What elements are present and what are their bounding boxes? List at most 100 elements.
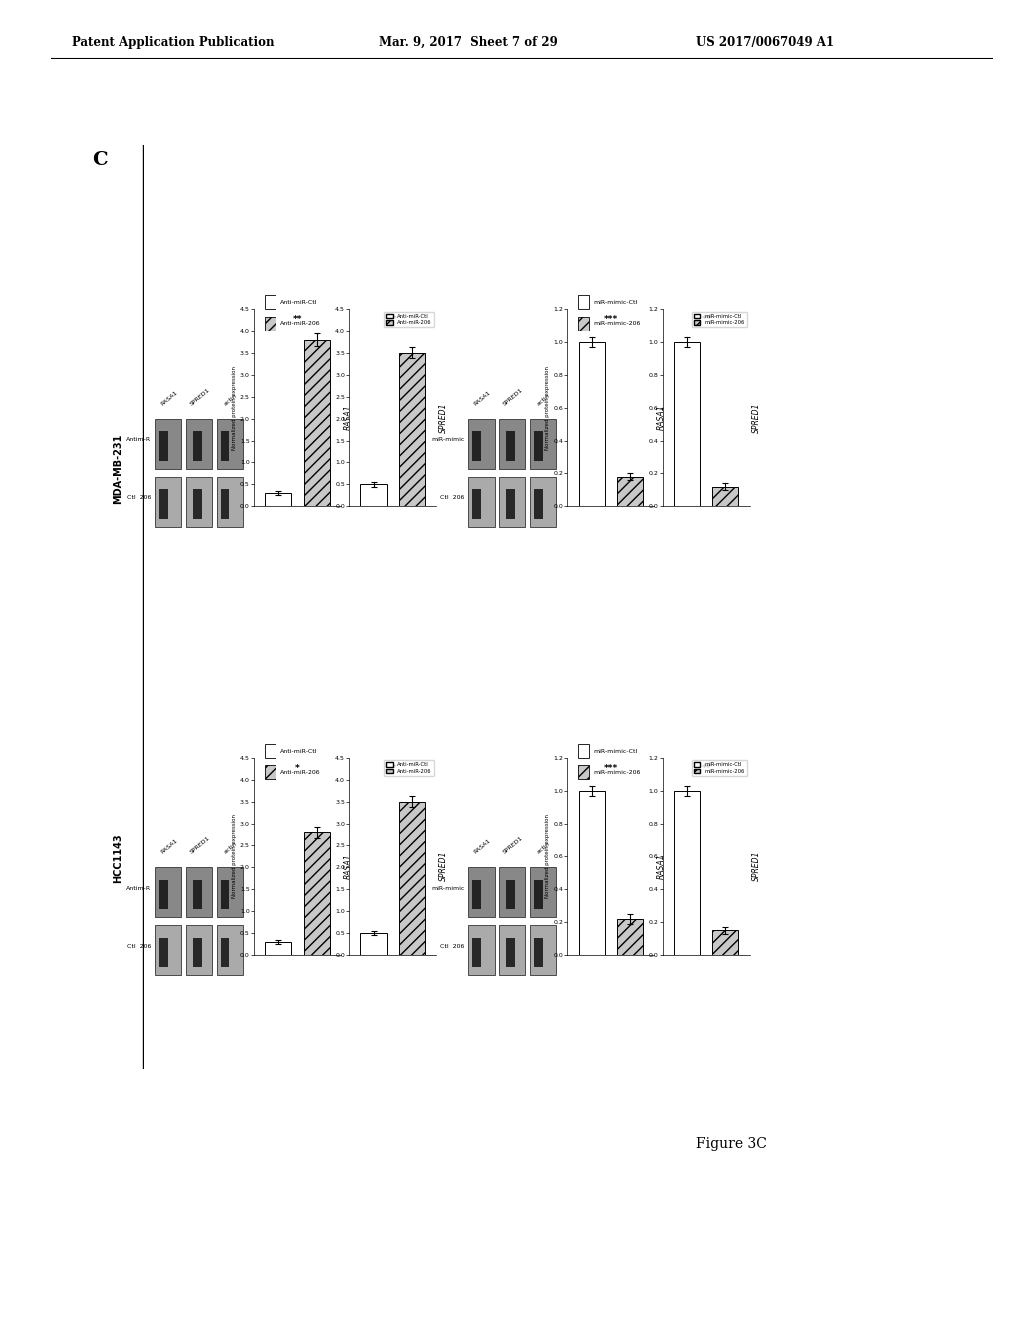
Text: RASA1: RASA1 bbox=[656, 854, 666, 879]
Text: RASA1: RASA1 bbox=[473, 838, 492, 855]
Y-axis label: Normalized protein expression: Normalized protein expression bbox=[232, 814, 238, 899]
Bar bbox=[530, 477, 556, 527]
Text: SPRED1: SPRED1 bbox=[752, 851, 761, 882]
Bar bbox=[712, 931, 738, 956]
Bar bbox=[193, 490, 202, 519]
Text: Ctl  206: Ctl 206 bbox=[440, 495, 465, 500]
Bar bbox=[220, 880, 229, 909]
Bar bbox=[579, 342, 605, 507]
Bar bbox=[398, 801, 425, 956]
Text: RASA1: RASA1 bbox=[160, 389, 178, 407]
Bar bbox=[186, 867, 212, 917]
Bar bbox=[500, 867, 525, 917]
Bar bbox=[472, 432, 481, 461]
Text: miR-mimic-Ctl: miR-mimic-Ctl bbox=[593, 300, 637, 305]
Bar bbox=[217, 925, 243, 975]
Text: **: ** bbox=[701, 314, 711, 323]
Bar bbox=[674, 791, 700, 956]
Text: SPRED1: SPRED1 bbox=[502, 836, 524, 855]
Bar bbox=[265, 317, 275, 330]
Bar bbox=[159, 490, 168, 519]
Text: **: ** bbox=[388, 314, 397, 323]
Bar bbox=[469, 418, 495, 469]
Text: **: ** bbox=[701, 763, 711, 772]
Bar bbox=[616, 919, 643, 956]
Bar bbox=[265, 942, 292, 956]
Bar bbox=[530, 925, 556, 975]
Bar bbox=[534, 939, 543, 968]
Text: Patent Application Publication: Patent Application Publication bbox=[72, 36, 274, 49]
Bar bbox=[579, 766, 589, 779]
Bar bbox=[472, 939, 481, 968]
Text: SPRED1: SPRED1 bbox=[438, 851, 447, 882]
Text: US 2017/0067049 A1: US 2017/0067049 A1 bbox=[696, 36, 835, 49]
Text: SPRED1: SPRED1 bbox=[188, 387, 211, 407]
Text: miR-mimic-Ctl: miR-mimic-Ctl bbox=[593, 748, 637, 754]
Text: **: ** bbox=[293, 314, 302, 323]
Bar bbox=[220, 939, 229, 968]
Text: Anti-miR-Ctl: Anti-miR-Ctl bbox=[280, 748, 317, 754]
Text: SPRED1: SPRED1 bbox=[188, 836, 211, 855]
Bar bbox=[265, 744, 275, 758]
Bar bbox=[530, 867, 556, 917]
Y-axis label: Normalized protein expression: Normalized protein expression bbox=[546, 814, 551, 899]
Bar bbox=[712, 487, 738, 507]
Text: Mar. 9, 2017  Sheet 7 of 29: Mar. 9, 2017 Sheet 7 of 29 bbox=[379, 36, 558, 49]
Bar bbox=[303, 833, 330, 956]
Bar bbox=[500, 477, 525, 527]
Bar bbox=[217, 477, 243, 527]
Bar bbox=[265, 766, 275, 779]
Bar bbox=[506, 880, 515, 909]
Text: **: ** bbox=[388, 763, 397, 772]
Bar bbox=[469, 477, 495, 527]
Text: RASA1: RASA1 bbox=[343, 405, 352, 430]
Text: actin: actin bbox=[537, 392, 551, 407]
Text: miR-mimic: miR-mimic bbox=[431, 886, 465, 891]
Text: Anti-miR-Ctl: Anti-miR-Ctl bbox=[280, 300, 317, 305]
Text: SPRED1: SPRED1 bbox=[502, 387, 524, 407]
Text: Antim-R: Antim-R bbox=[126, 437, 152, 442]
Bar bbox=[534, 490, 543, 519]
Bar bbox=[265, 494, 292, 507]
Bar bbox=[616, 477, 643, 507]
Text: actin: actin bbox=[537, 841, 551, 855]
Text: RASA1: RASA1 bbox=[160, 838, 178, 855]
Bar bbox=[156, 867, 181, 917]
Y-axis label: Normalized protein expression: Normalized protein expression bbox=[232, 366, 238, 450]
Bar bbox=[220, 490, 229, 519]
Text: HCC1143: HCC1143 bbox=[113, 833, 123, 883]
Bar bbox=[360, 484, 387, 507]
Legend: miR-mimic-Ctl, miR-mimic-206: miR-mimic-Ctl, miR-mimic-206 bbox=[692, 760, 746, 776]
Bar bbox=[220, 432, 229, 461]
Text: Figure 3C: Figure 3C bbox=[696, 1138, 767, 1151]
Legend: miR-mimic-Ctl, miR-mimic-206: miR-mimic-Ctl, miR-mimic-206 bbox=[692, 312, 746, 327]
Text: MDA-MB-231: MDA-MB-231 bbox=[113, 433, 123, 504]
Bar bbox=[530, 418, 556, 469]
Bar bbox=[360, 933, 387, 956]
Text: miR-mimic-206: miR-mimic-206 bbox=[593, 321, 640, 326]
Bar bbox=[265, 296, 275, 309]
Bar bbox=[186, 925, 212, 975]
Bar bbox=[217, 867, 243, 917]
Bar bbox=[472, 490, 481, 519]
Text: RASA1: RASA1 bbox=[656, 405, 666, 430]
Text: miR-mimic: miR-mimic bbox=[431, 437, 465, 442]
Bar bbox=[579, 296, 589, 309]
Bar bbox=[186, 477, 212, 527]
Bar bbox=[159, 939, 168, 968]
Legend: Anti-miR-Ctl, Anti-miR-206: Anti-miR-Ctl, Anti-miR-206 bbox=[384, 312, 433, 327]
Text: miR-mimic-206: miR-mimic-206 bbox=[593, 770, 640, 775]
Legend: Anti-miR-Ctl, Anti-miR-206: Anti-miR-Ctl, Anti-miR-206 bbox=[384, 760, 433, 776]
Text: actin: actin bbox=[223, 841, 238, 855]
Bar bbox=[303, 339, 330, 507]
Text: ***: *** bbox=[604, 314, 617, 323]
Bar bbox=[186, 418, 212, 469]
Text: Ctl  206: Ctl 206 bbox=[440, 944, 465, 949]
Text: RASA1: RASA1 bbox=[473, 389, 492, 407]
Bar bbox=[579, 791, 605, 956]
Bar bbox=[193, 939, 202, 968]
Bar bbox=[579, 317, 589, 330]
Bar bbox=[217, 418, 243, 469]
Bar bbox=[156, 477, 181, 527]
Bar bbox=[674, 342, 700, 507]
